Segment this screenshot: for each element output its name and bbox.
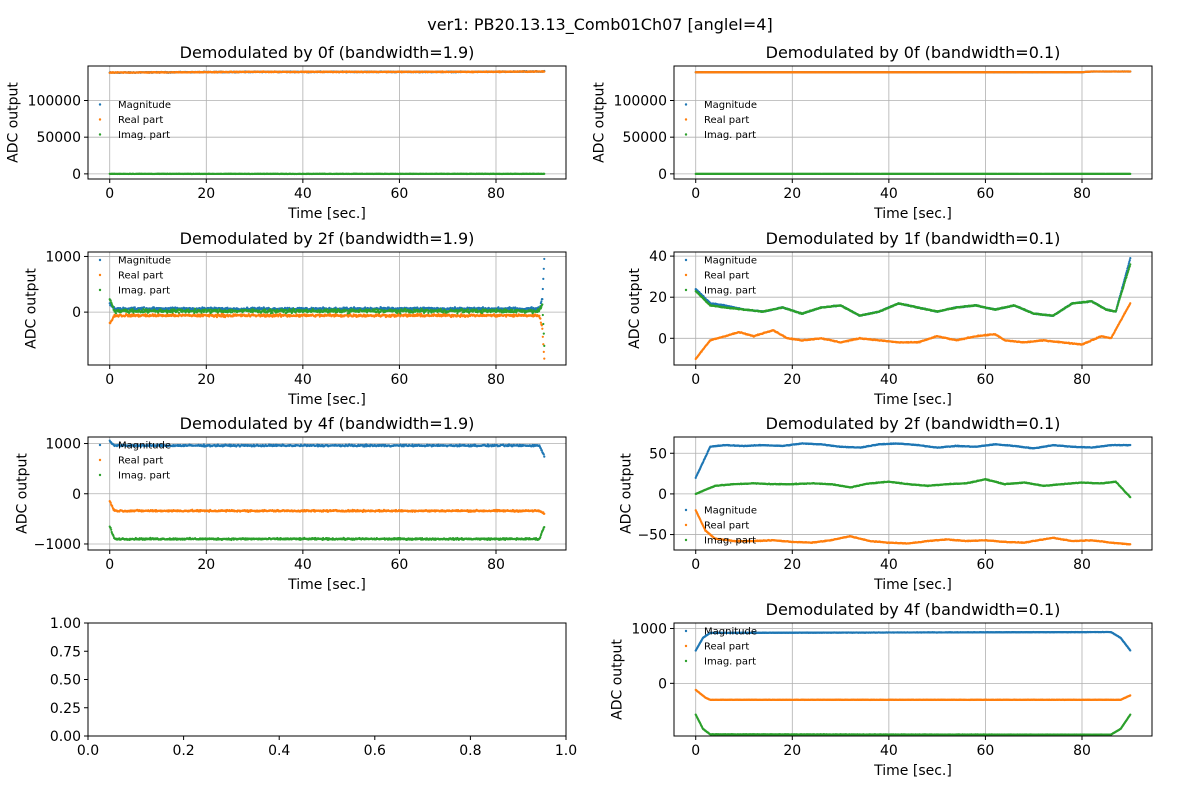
y-tick-label: 100000 xyxy=(28,93,81,109)
figure-title: ver1: PB20.13.13_Comb01Ch07 [angleI=4] xyxy=(427,15,772,35)
series-real-part xyxy=(694,70,1132,74)
subplot-grid: 0 20 40 60 80 0 50000 100000 Demodulated by 0f (… xyxy=(6,43,1153,779)
y-tick-label: 50000 xyxy=(36,130,81,146)
legend-marker xyxy=(98,133,102,136)
x-axis-label: Time [sec.] xyxy=(287,206,366,222)
plot-area xyxy=(108,69,546,176)
series-imag-part xyxy=(694,172,1132,176)
legend-marker xyxy=(98,103,102,106)
series-imag-part xyxy=(108,172,546,176)
x-tick-label: 0 xyxy=(105,186,114,202)
subplot-title: Demodulated by 0f (bandwidth=1.9) xyxy=(180,43,475,62)
legend-label: Imag. part xyxy=(118,130,170,141)
data-point xyxy=(543,70,546,73)
legend: Magnitude Real part Imag. part xyxy=(98,100,171,141)
data-point xyxy=(543,172,546,175)
legend-marker xyxy=(98,118,102,121)
plot-area xyxy=(694,70,1132,176)
y-axis-label: ADC output xyxy=(6,82,22,163)
x-tick-label: 40 xyxy=(294,186,312,202)
series-real-part xyxy=(108,69,546,74)
y-tick-label: 0 xyxy=(72,167,81,183)
x-tick-label: 20 xyxy=(197,186,215,202)
data-point xyxy=(1129,70,1132,73)
legend-label: Magnitude xyxy=(118,100,171,111)
axes-frame xyxy=(87,65,567,180)
x-tick-label: 60 xyxy=(391,186,409,202)
x-tick-label: 80 xyxy=(487,186,505,202)
legend-label: Real part xyxy=(118,115,163,126)
subplot-p00: 0 20 40 60 80 0 50000 100000 Demodulated by 0f (… xyxy=(6,43,567,222)
